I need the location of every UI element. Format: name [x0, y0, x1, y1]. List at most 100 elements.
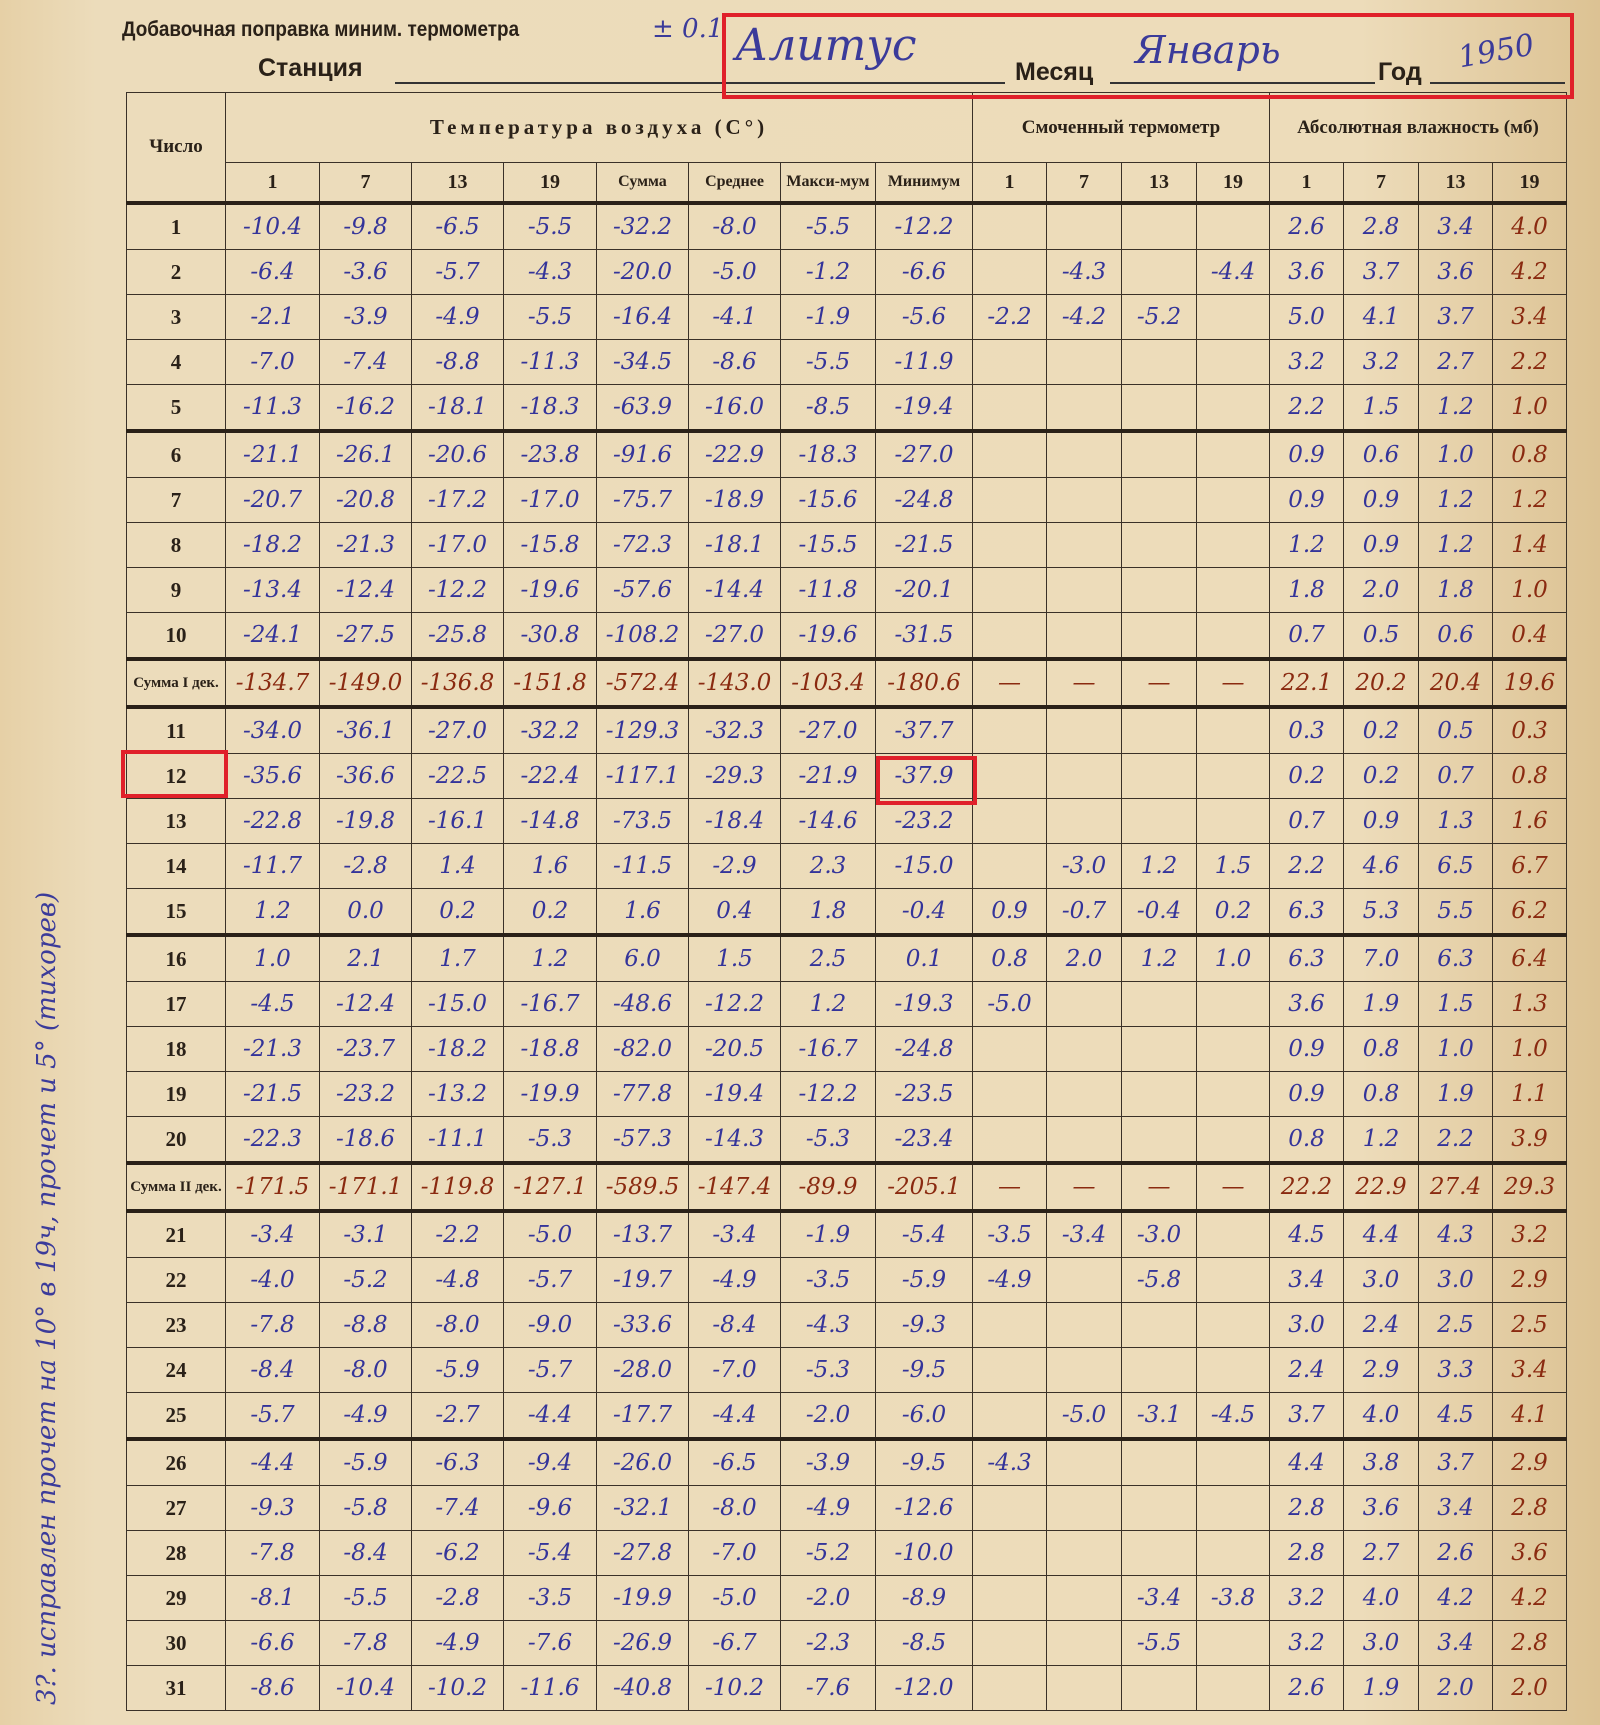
wet-cell [1196, 384, 1270, 432]
humidity-cell: 2.5 [1418, 1302, 1493, 1348]
temp-cell: -6.0 [875, 1392, 973, 1440]
temp-cell: -2.9 [688, 843, 781, 889]
temp-cell: -129.3 [596, 705, 689, 754]
humidity-cell: 1.8 [1418, 567, 1493, 613]
wet-cell [1196, 1620, 1270, 1666]
wet-cell [1196, 477, 1270, 523]
temp-cell: -9.3 [875, 1302, 973, 1348]
humidity-cell: 0.3 [1492, 705, 1567, 754]
humidity-cell: 3.7 [1418, 294, 1493, 340]
temp-cell: -12.2 [688, 981, 781, 1027]
temp-cell: -5.9 [411, 1347, 504, 1393]
wet-cell [1046, 201, 1122, 250]
temp-cell: -8.5 [780, 384, 876, 432]
temp-subheader: 1 [225, 162, 320, 204]
temp-cell: -20.6 [411, 429, 504, 478]
abs-subheader: 7 [1343, 162, 1419, 204]
temp-cell: -0.4 [875, 888, 973, 936]
humidity-cell: 0.9 [1343, 522, 1419, 568]
humidity-cell: 3.2 [1269, 339, 1344, 385]
temp-cell: -136.8 [411, 657, 504, 708]
wet-cell [1121, 1485, 1197, 1531]
temp-cell: -10.2 [688, 1665, 781, 1711]
wet-cell [972, 1071, 1047, 1117]
wet-cell [972, 1575, 1047, 1621]
temp-cell: -21.9 [780, 753, 876, 799]
wet-cell: -3.0 [1121, 1209, 1197, 1258]
wet-cell: — [1046, 1161, 1122, 1212]
wet-cell [1196, 1257, 1270, 1303]
temp-cell: 0.2 [503, 888, 597, 936]
decade-sum-row: Сумма I дек. -134.7 -149.0 -136.8 -151.8 -572… [126, 657, 1567, 708]
wet-cell [972, 249, 1047, 295]
temp-cell: -23.5 [875, 1071, 973, 1117]
humidity-cell: 0.8 [1492, 429, 1567, 478]
humidity-cell: 19.6 [1492, 657, 1567, 708]
temp-cell: -7.0 [688, 1347, 781, 1393]
table-row: 6 -21.1 -26.1 -20.6 -23.8 -91.6 -22.9 -18.3 -27.… [126, 429, 1567, 478]
row-label: 27 [126, 1485, 226, 1531]
temp-cell: -18.2 [411, 1026, 504, 1072]
temp-cell: -8.8 [319, 1302, 412, 1348]
wet-cell [972, 843, 1047, 889]
humidity-cell: 0.7 [1418, 753, 1493, 799]
humidity-cell: 3.2 [1343, 339, 1419, 385]
wet-subheader: 19 [1196, 162, 1270, 204]
wet-cell [1196, 612, 1270, 660]
wet-cell [1196, 798, 1270, 844]
temp-cell: -16.0 [688, 384, 781, 432]
temp-cell: -32.2 [503, 705, 597, 754]
wet-cell [1196, 1665, 1270, 1711]
wet-cell [1046, 1116, 1122, 1164]
temp-cell: -22.5 [411, 753, 504, 799]
min-thermometer-correction-label: Добавочная поправка миним. термометра [122, 18, 520, 41]
temp-cell: 6.0 [596, 933, 689, 982]
temp-cell: -11.9 [875, 339, 973, 385]
wet-cell [1046, 1485, 1122, 1531]
temp-cell: -2.3 [780, 1620, 876, 1666]
temp-cell: 2.1 [319, 933, 412, 982]
wet-cell [972, 1665, 1047, 1711]
wet-cell: — [1196, 1161, 1270, 1212]
humidity-cell: 2.0 [1418, 1665, 1493, 1711]
humidity-cell: 0.8 [1492, 753, 1567, 799]
humidity-cell: 1.6 [1492, 798, 1567, 844]
temp-cell: -17.2 [411, 477, 504, 523]
humidity-cell: 29.3 [1492, 1161, 1567, 1212]
wet-cell [1196, 522, 1270, 568]
temp-cell: -8.8 [411, 339, 504, 385]
temp-cell: -73.5 [596, 798, 689, 844]
air-temperature-header: Температура воздуха (C°) [225, 92, 973, 163]
temp-cell: -4.1 [688, 294, 781, 340]
temp-cell: -22.4 [503, 753, 597, 799]
humidity-cell: 4.3 [1418, 1209, 1493, 1258]
humidity-cell: 3.4 [1269, 1257, 1344, 1303]
temp-cell: -13.7 [596, 1209, 689, 1258]
wet-subheader: 7 [1046, 162, 1122, 204]
temp-subheader: Сумма [596, 162, 689, 204]
wet-cell: — [972, 657, 1047, 708]
humidity-cell: 2.5 [1492, 1302, 1567, 1348]
humidity-cell: 0.6 [1418, 612, 1493, 660]
temp-cell: -9.3 [225, 1485, 320, 1531]
humidity-cell: 5.0 [1269, 294, 1344, 340]
row-label: 22 [126, 1257, 226, 1303]
row-label: 2 [126, 249, 226, 295]
table-row: 5 -11.3 -16.2 -18.1 -18.3 -63.9 -16.0 -8.5 -19.4… [126, 384, 1567, 432]
temp-cell: -19.3 [875, 981, 973, 1027]
wet-subheader: 13 [1121, 162, 1197, 204]
humidity-cell: 0.9 [1343, 798, 1419, 844]
humidity-cell: 3.3 [1418, 1347, 1493, 1393]
temp-cell: -27.0 [780, 705, 876, 754]
decade-sum-row: Сумма II дек. -171.5 -171.1 -119.8 -127.1 -58… [126, 1161, 1567, 1212]
table-row: 4 -7.0 -7.4 -8.8 -11.3 -34.5 -8.6 -5.5 -11.9 3.2 3… [126, 339, 1567, 385]
table-row: 17 -4.5 -12.4 -15.0 -16.7 -48.6 -12.2 1.2 -19.3-… [126, 981, 1567, 1027]
wet-cell: — [1046, 657, 1122, 708]
temp-cell: 1.2 [780, 981, 876, 1027]
temp-cell: -5.4 [503, 1530, 597, 1576]
month-underline [1110, 82, 1375, 84]
wet-cell [1121, 753, 1197, 799]
temp-cell: -205.1 [875, 1161, 973, 1212]
wet-cell: -3.4 [1121, 1575, 1197, 1621]
temp-cell: -5.2 [319, 1257, 412, 1303]
